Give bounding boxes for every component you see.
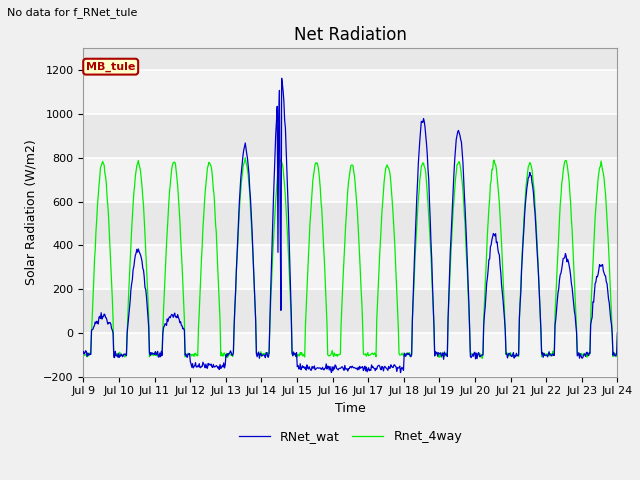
RNet_wat (79, 348, 87, 354)
Text: No data for f_RNet_tule: No data for f_RNet_tule (7, 7, 138, 18)
Text: MB_tule: MB_tule (86, 61, 136, 72)
RNet_wat (397, 370, 404, 375)
Rnet_4way (614, 330, 621, 336)
X-axis label: Time: Time (335, 402, 365, 415)
Rnet_4way (431, 352, 439, 358)
Rnet_4way (144, 296, 152, 301)
Bar (83, 70, 618, 114)
Rnet_4way (79, 352, 87, 358)
RNet_wat (198, 364, 206, 370)
Bar (83, 333, 618, 376)
Line: RNet_wat: RNet_wat (83, 78, 618, 372)
Rnet_4way (227, 352, 234, 358)
RNet_wat (433, 350, 440, 356)
Bar (83, 245, 618, 289)
Rnet_4way (416, 177, 424, 182)
Rnet_4way (478, 356, 486, 361)
RNet_wat (89, 326, 97, 332)
Legend: RNet_wat, Rnet_4way: RNet_wat, Rnet_4way (234, 425, 467, 448)
Rnet_4way (198, 243, 206, 249)
Rnet_4way (89, 295, 97, 300)
RNet_wat (227, 348, 234, 354)
Title: Net Radiation: Net Radiation (294, 26, 407, 44)
RNet_wat (278, 75, 285, 81)
RNet_wat (417, 128, 424, 134)
Line: Rnet_4way: Rnet_4way (83, 158, 618, 359)
RNet_wat (144, 314, 152, 320)
RNet_wat (614, 330, 621, 336)
Bar (83, 158, 618, 202)
Rnet_4way (241, 155, 249, 161)
Y-axis label: Solar Radiation (W/m2): Solar Radiation (W/m2) (24, 140, 38, 285)
